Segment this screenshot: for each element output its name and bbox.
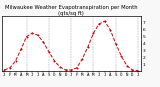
Title: Milwaukee Weather Evapotranspiration per Month (qts/sq ft): Milwaukee Weather Evapotranspiration per… <box>5 5 137 16</box>
